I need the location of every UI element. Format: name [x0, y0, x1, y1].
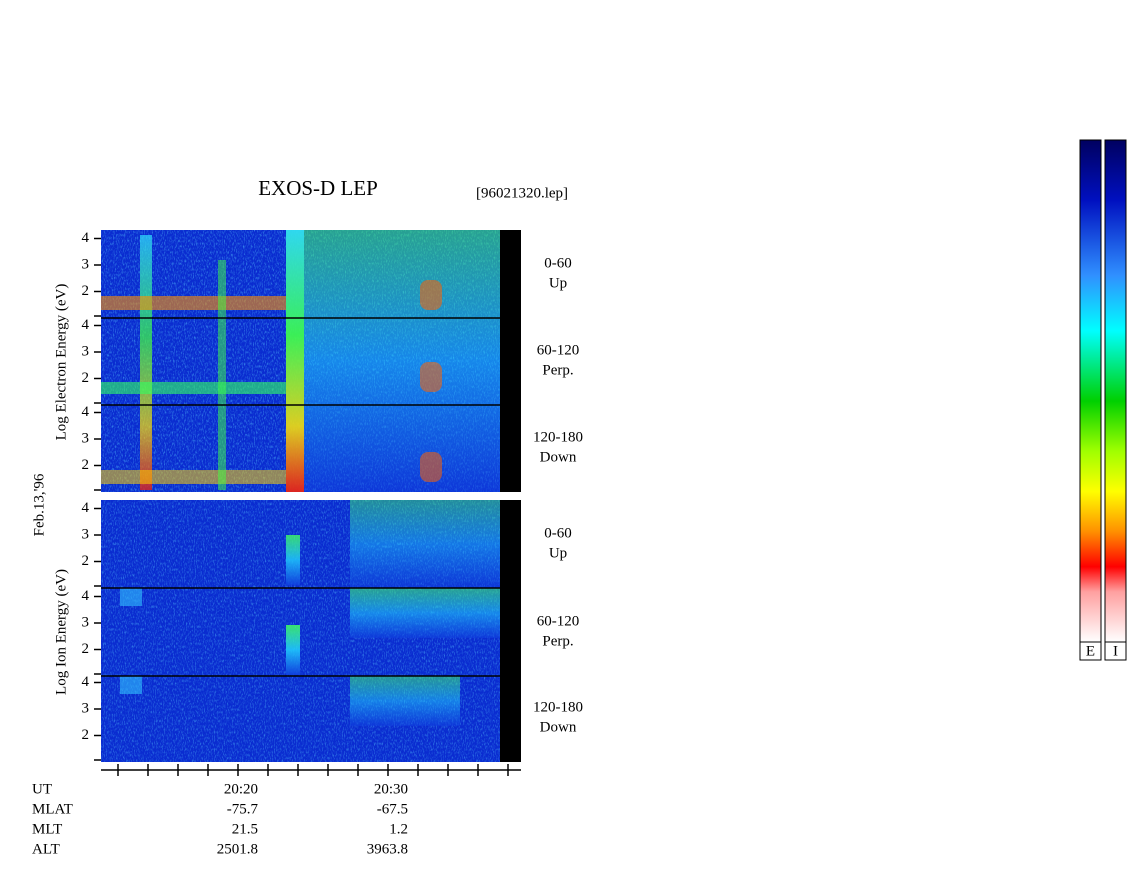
direction: Perp.	[542, 362, 573, 378]
y-tick-label: 2	[82, 370, 90, 386]
orbit-value: 21.5	[232, 821, 258, 837]
y-tick-label: 4	[82, 230, 90, 246]
y-tick-label: 2	[82, 641, 90, 657]
direction: Perp.	[542, 633, 573, 649]
pitch-angle: 0-60	[544, 255, 572, 271]
date-label: Feb.13,'96	[31, 473, 47, 536]
orbit-row-name: MLT	[32, 821, 62, 837]
ion-spectrogram	[101, 500, 521, 762]
orbit-value: 20:30	[374, 781, 408, 797]
direction: Down	[540, 449, 577, 465]
orbit-row-name: UT	[32, 781, 52, 797]
pitch-angle: 60-120	[537, 342, 580, 358]
direction: Up	[549, 545, 567, 561]
y-tick-label: 2	[82, 553, 90, 569]
title: EXOS-D LEP	[258, 176, 378, 200]
y-tick-label: 3	[82, 430, 90, 446]
y-tick-label: 4	[82, 317, 90, 333]
orbit-row-name: ALT	[32, 841, 60, 857]
orbit-value: 20:20	[224, 781, 258, 797]
y-tick-label: 3	[82, 700, 90, 716]
y-tick-label: 4	[82, 500, 90, 516]
direction: Down	[540, 719, 577, 735]
y-tick-label: 2	[82, 457, 90, 473]
pitch-angle: 60-120	[537, 613, 580, 629]
pitch-angle: 120-180	[533, 429, 583, 445]
y-tick-label: 4	[82, 404, 90, 420]
pitch-angle: 0-60	[544, 525, 572, 541]
colorbars: E I	[1079, 139, 1127, 661]
panel-dividers	[101, 317, 500, 677]
direction: Up	[549, 275, 567, 291]
y-tick-label: 3	[82, 614, 90, 630]
y-tick-label: 3	[82, 343, 90, 359]
orbit-row-name: MLAT	[32, 801, 73, 817]
colorbar-label: I	[1113, 643, 1118, 659]
electron-y-label: Log Electron Energy (eV)	[53, 284, 69, 441]
orbit-value: 3963.8	[367, 841, 408, 857]
pitch-angle: 120-180	[533, 699, 583, 715]
y-tick-label: 3	[82, 526, 90, 542]
y-tick-label: 2	[82, 727, 90, 743]
orbit-value: -75.7	[227, 801, 259, 817]
orbit-value: 1.2	[389, 821, 408, 837]
y-tick-label: 2	[82, 283, 90, 299]
electron-spectrogram	[101, 230, 521, 492]
ion-y-label: Log Ion Energy (eV)	[53, 569, 69, 695]
orbit-value: 2501.8	[217, 841, 258, 857]
colorbar-label: E	[1086, 643, 1095, 659]
orbit-value: -67.5	[377, 801, 408, 817]
y-tick-label: 4	[82, 588, 90, 604]
y-tick-label: 3	[82, 256, 90, 272]
file-name: [96021320.lep]	[476, 185, 568, 201]
y-tick-label: 4	[82, 674, 90, 690]
